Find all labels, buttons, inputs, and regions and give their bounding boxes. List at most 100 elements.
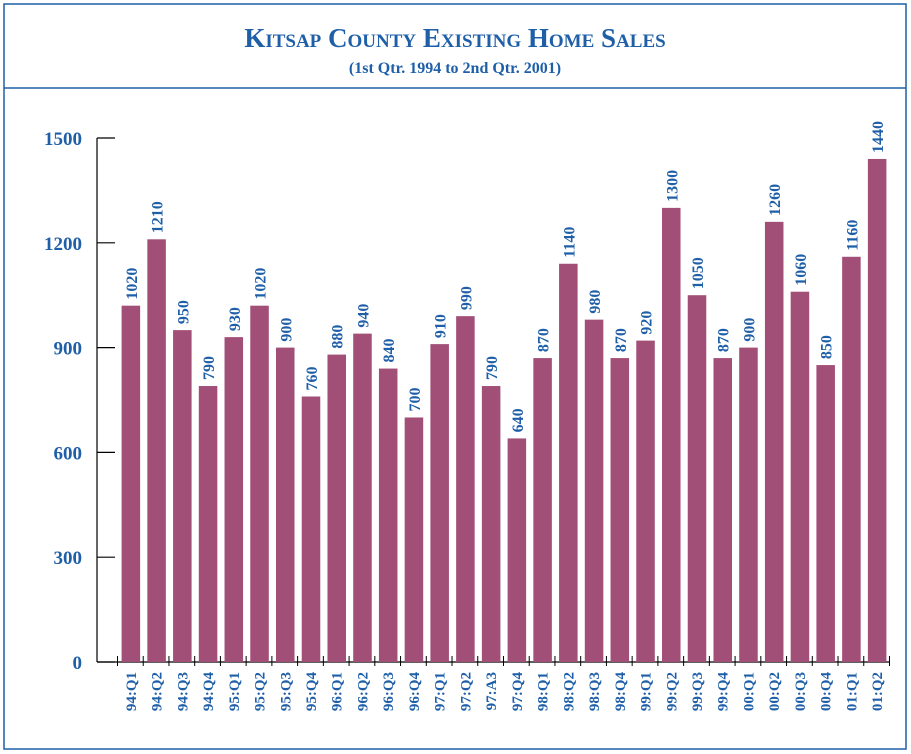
y-tick-label: 0 <box>73 653 83 674</box>
x-tick-label: 00:Q2 <box>767 672 783 711</box>
bar <box>456 316 475 662</box>
value-label: 1140 <box>561 227 578 258</box>
value-label: 880 <box>330 325 347 349</box>
x-tick-label: 97:Q4 <box>510 672 526 712</box>
bar <box>636 340 655 662</box>
bar <box>430 344 449 662</box>
x-tick-label: 95:Q2 <box>253 672 269 711</box>
value-label: 1020 <box>124 268 141 300</box>
value-label: 1300 <box>664 170 681 202</box>
frame <box>3 3 907 750</box>
bar <box>327 354 346 662</box>
value-label: 1060 <box>793 254 810 286</box>
bar <box>713 358 732 662</box>
x-tick-label: 97:A3 <box>484 672 500 710</box>
x-tick-label: 00:Q4 <box>819 672 835 712</box>
bar <box>687 295 707 662</box>
chart-title: Kitsap County Existing Home Sales <box>244 23 665 53</box>
x-tick-label: 98:Q2 <box>561 672 577 711</box>
bar <box>276 347 295 662</box>
value-label: 1020 <box>253 268 270 300</box>
value-label: 990 <box>458 286 475 310</box>
bar <box>198 386 218 662</box>
x-tick-label: 98:Q1 <box>536 672 552 711</box>
value-label: 920 <box>639 311 656 335</box>
bar <box>121 305 141 662</box>
bar <box>378 368 398 662</box>
bar <box>584 319 604 662</box>
x-tick-label: 95:Q4 <box>304 672 320 712</box>
x-tick-label: 97:Q2 <box>458 672 474 711</box>
value-label: 1160 <box>844 220 861 251</box>
bar <box>353 333 372 662</box>
bar <box>867 158 887 662</box>
bar <box>173 330 192 662</box>
x-tick-label: 00:Q1 <box>741 672 757 711</box>
x-tick-label: 99:Q1 <box>639 672 655 711</box>
value-label: 900 <box>278 318 295 342</box>
x-tick-label: 01:Q2 <box>870 672 886 711</box>
x-tick-label: 98:Q4 <box>613 672 629 712</box>
value-label: 910 <box>433 314 450 338</box>
value-label: 1260 <box>767 184 784 216</box>
x-tick-label: 00:Q3 <box>793 672 809 711</box>
value-label: 1050 <box>690 257 707 289</box>
bar <box>764 221 784 662</box>
value-label: 840 <box>381 339 398 363</box>
bar <box>816 365 835 662</box>
x-tick-label: 01:Q1 <box>844 672 860 711</box>
x-tick-label: 96:Q2 <box>355 672 371 711</box>
value-label: 1210 <box>150 201 167 233</box>
bar <box>842 256 861 662</box>
x-tick-label: 94:Q4 <box>201 672 217 712</box>
bar <box>147 239 166 662</box>
x-tick-label: 99:Q4 <box>716 672 732 712</box>
value-label: 870 <box>613 328 630 352</box>
x-tick-label: 98:Q3 <box>587 672 603 711</box>
value-label: 850 <box>819 335 836 359</box>
y-tick-label: 600 <box>54 443 83 464</box>
bar <box>481 386 501 662</box>
bar <box>404 417 424 662</box>
value-label: 1440 <box>870 121 887 153</box>
value-label: 790 <box>201 356 218 380</box>
bar <box>250 305 269 662</box>
bar <box>507 438 527 662</box>
x-tick-label: 94:Q3 <box>175 672 191 711</box>
value-label: 790 <box>484 356 501 380</box>
y-tick-label: 900 <box>54 339 83 360</box>
value-label: 640 <box>510 408 527 432</box>
bar <box>559 263 578 662</box>
value-label: 870 <box>536 328 553 352</box>
x-tick-label: 95:Q3 <box>278 672 294 711</box>
chart-subtitle: (1st Qtr. 1994 to 2nd Qtr. 2001) <box>349 60 561 77</box>
bar <box>224 337 244 662</box>
bar <box>790 291 810 662</box>
bar <box>610 358 630 662</box>
value-label: 930 <box>227 307 244 331</box>
y-tick-label: 1500 <box>44 129 82 150</box>
value-label: 980 <box>587 290 604 314</box>
value-label: 940 <box>355 304 372 328</box>
x-tick-label: 96:Q3 <box>381 672 397 711</box>
x-tick-label: 96:Q1 <box>330 672 346 711</box>
bar <box>301 396 321 662</box>
value-label: 700 <box>407 387 424 411</box>
value-label: 950 <box>175 300 192 324</box>
y-tick-label: 300 <box>54 548 83 569</box>
bar <box>533 358 552 662</box>
value-label: 760 <box>304 367 321 391</box>
x-tick-label: 94:Q2 <box>150 672 166 711</box>
x-tick-label: 94:Q1 <box>124 672 140 711</box>
y-tick-label: 1200 <box>44 234 82 255</box>
bar <box>662 207 681 662</box>
bar <box>739 347 758 662</box>
x-tick-label: 99:Q3 <box>690 672 706 711</box>
x-tick-label: 96:Q4 <box>407 672 423 712</box>
value-label: 900 <box>741 318 758 342</box>
value-label: 870 <box>716 328 733 352</box>
x-tick-label: 95:Q1 <box>227 672 243 711</box>
x-tick-label: 99:Q2 <box>664 672 680 711</box>
x-tick-label: 97:Q1 <box>433 672 449 711</box>
